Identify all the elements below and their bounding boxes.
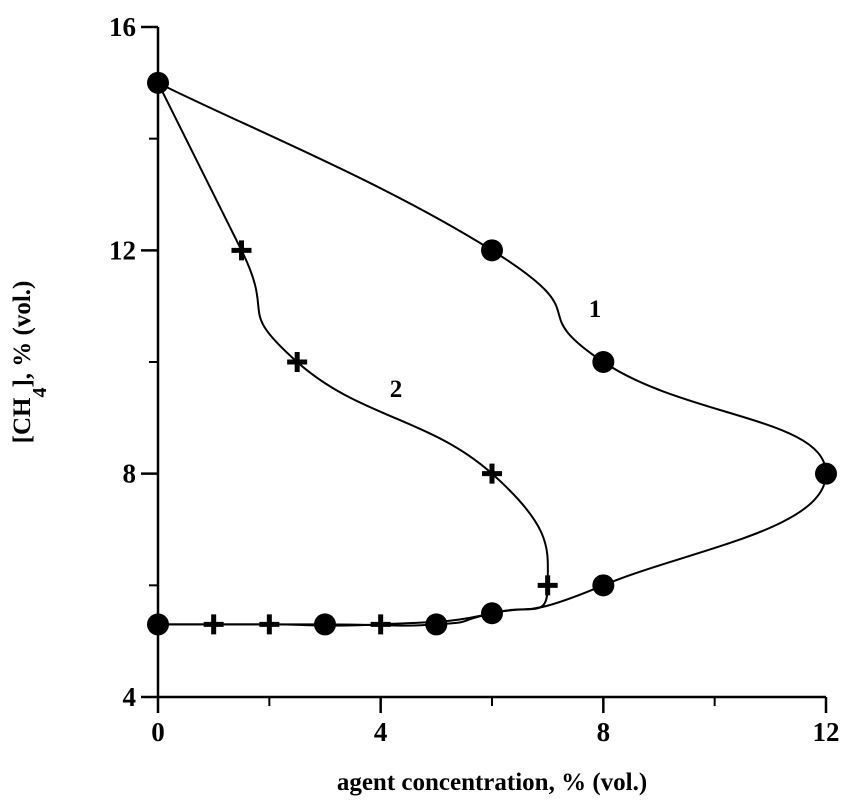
y-label-part: [CH [9,397,36,443]
y-label-sub: 4 [29,388,51,398]
circle-marker [147,613,169,636]
y-axis-label: [CH4], % (vol.) [9,281,51,444]
x-tick-label: 0 [151,717,165,747]
circle-marker [147,71,169,94]
circle-marker [592,351,615,373]
cross-marker [231,240,252,261]
cross-marker [203,614,224,635]
circle-marker [481,602,503,625]
x-axis-label: agent concentration, % (vol.) [337,769,647,796]
y-tick-label: 4 [123,682,137,712]
circle-marker [481,239,503,262]
cross-marker [537,575,558,596]
series-label: 1 [589,296,602,323]
circle-marker [425,613,448,636]
y-tick-label: 16 [109,12,136,42]
circle-marker [815,462,837,485]
y-label-part: ], % (vol.) [9,281,36,388]
y-tick-label: 8 [123,459,137,489]
cross-marker [287,352,308,372]
series-line [157,81,828,627]
series-line [157,82,549,627]
circle-marker [314,613,336,636]
cross-marker [259,614,280,635]
series-label: 2 [390,376,403,403]
x-tick-label: 8 [597,717,611,747]
cross-marker [370,614,391,635]
cross-marker [482,463,502,484]
circle-marker [592,574,615,597]
y-tick-label: 12 [109,235,136,265]
x-tick-label: 4 [374,717,388,747]
x-tick-label: 12 [813,717,840,747]
